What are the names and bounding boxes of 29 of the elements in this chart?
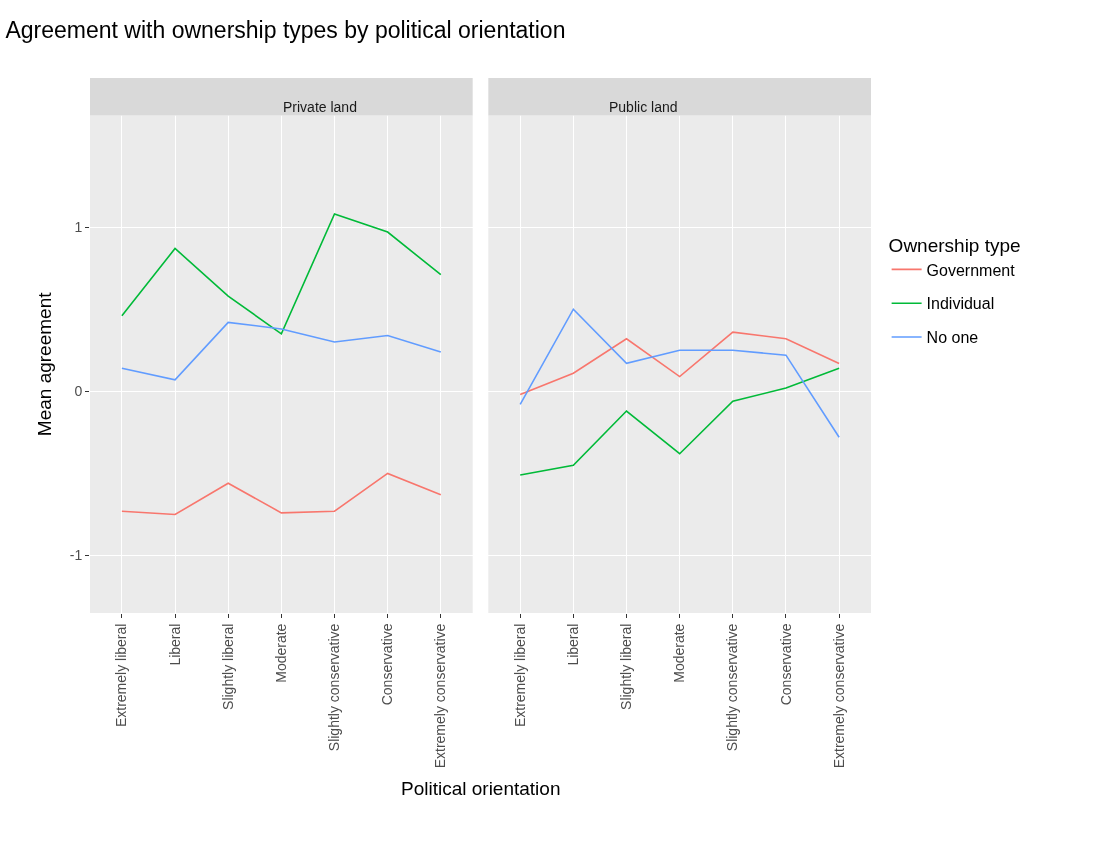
x-tick-label: Slightly conservative [724,623,741,752]
y-tick-label: -1 [69,547,83,564]
x-tick-label: Liberal [166,623,183,666]
x-tick-label: Slightly liberal [219,623,236,710]
y-axis-title: Mean agreement [33,291,55,437]
line-series [121,472,442,516]
legend-label: No one [926,329,979,347]
x-tick-label: Liberal [564,623,581,666]
x-tick-label: Conservative [777,623,794,706]
x-tick-label: Moderate [671,623,688,683]
x-tick-label: Slightly liberal [618,623,635,710]
x-tick-label: Extremely conservative [830,623,847,769]
x-axis-title: Political orientation [401,778,561,799]
legend-label: Individual [926,295,995,313]
line-series [121,213,442,335]
line-series [121,321,442,381]
x-tick-label: Extremely liberal [113,623,130,728]
legend-title: Ownership type [888,235,1021,257]
chart-subtitle: Private land [283,99,357,115]
x-tick-label: Extremely conservative [432,623,449,769]
chart-subtitle: Public land [609,99,678,115]
x-tick-label: Conservative [379,623,396,706]
x-tick-label: Slightly conservative [326,623,343,752]
x-tick-label: Moderate [272,623,289,683]
chart-title: Agreement with ownership types by political orientation [5,16,566,43]
y-tick-label: 1 [74,219,83,236]
legend-label: Government [926,261,1016,279]
x-tick-label: Extremely liberal [511,623,528,728]
y-tick-label: 0 [74,383,83,400]
